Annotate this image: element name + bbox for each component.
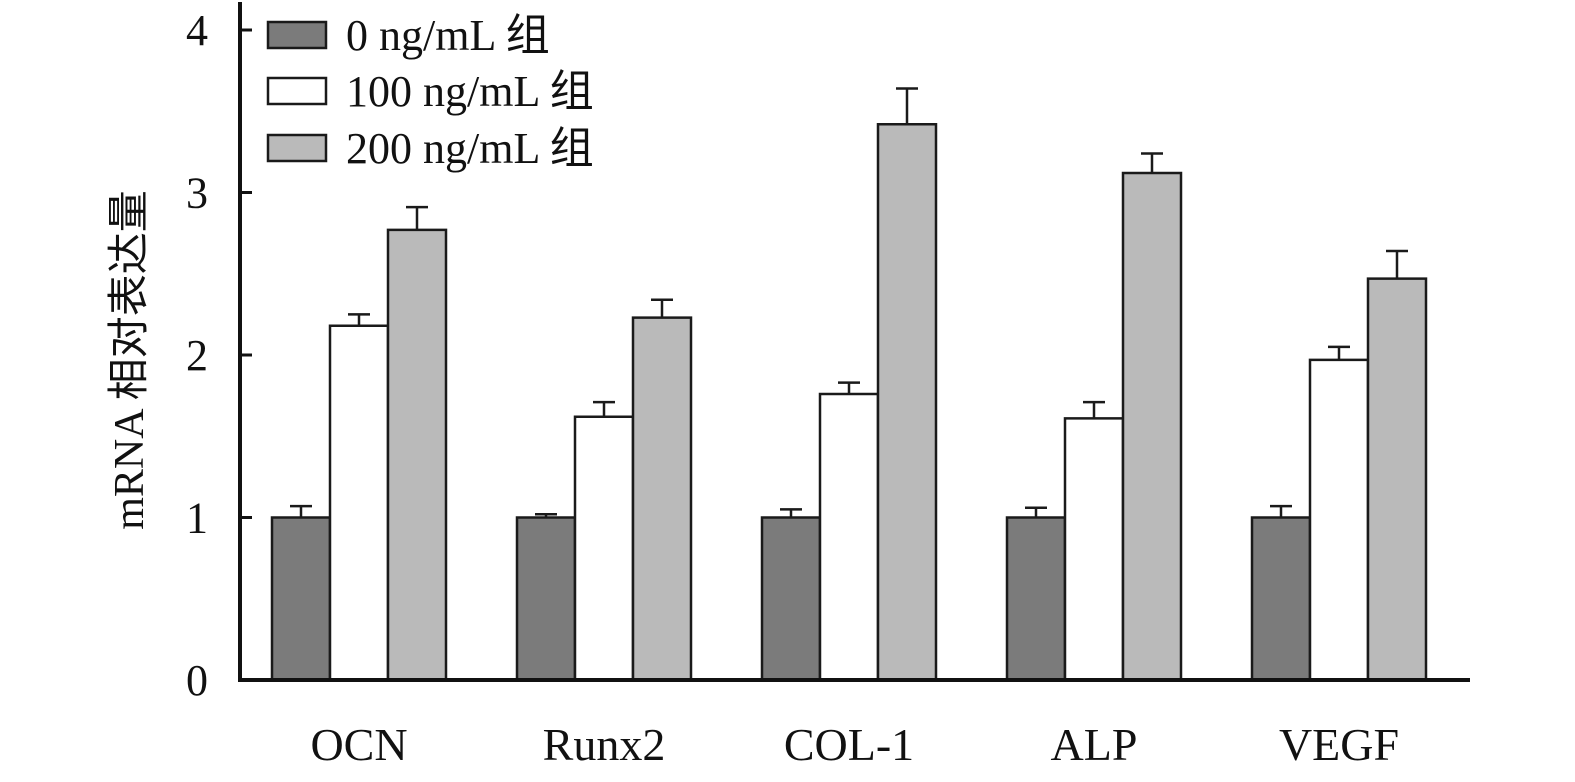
x-tick-label: ALP [1051,719,1138,770]
x-tick-label: OCN [310,719,407,770]
y-tick-label: 1 [186,494,208,543]
bar-alp-series-3 [1121,171,1183,682]
y-tick-label: 4 [186,6,208,55]
bar-vegf-series-2 [1308,358,1370,682]
legend-swatch-series-3 [266,133,328,163]
bar-runx2-series-2 [573,415,635,682]
bars-layer [270,123,1428,682]
bar-runx2-series-1 [515,516,577,682]
y-tick-label: 2 [186,331,208,380]
bar-vegf-series-1 [1250,516,1312,682]
legend-swatch-series-2 [266,76,328,106]
x-tick-label: Runx2 [543,719,666,770]
x-tick-label: COL-1 [784,719,914,770]
error-bars-layer [290,87,1408,518]
legend-label-series-3: 200 ng/mL 组 [346,124,594,173]
y-tick-label: 0 [186,656,208,705]
bar-ocn-series-2 [328,324,390,682]
bar-ocn-series-3 [386,228,448,682]
bar-vegf-series-3 [1366,277,1428,682]
legend-label-series-2: 100 ng/mL 组 [346,67,594,116]
bar-alp-series-1 [1005,516,1067,682]
y-axis-title: mRNA 相对表达量 [107,190,153,530]
bar-col-1-series-3 [876,123,938,682]
bar-ocn-series-1 [270,516,332,682]
bar-col-1-series-1 [760,516,822,682]
x-tick-label: VEGF [1279,719,1399,770]
category-labels-layer: OCN Runx2 COL-1 ALP VEGF [310,719,1399,770]
bar-runx2-series-3 [631,316,693,682]
legend: 0 ng/mL 组 100 ng/mL 组 200 ng/mL 组 [266,11,594,173]
legend-label-series-1: 0 ng/mL 组 [346,11,550,60]
axes-layer [238,2,1470,682]
bar-col-1-series-2 [818,392,880,682]
bar-alp-series-2 [1063,417,1125,682]
y-tick-label: 3 [186,169,208,218]
y-ticks-layer: 0 1 2 3 4 [186,6,252,705]
legend-swatch-series-1 [266,20,328,50]
